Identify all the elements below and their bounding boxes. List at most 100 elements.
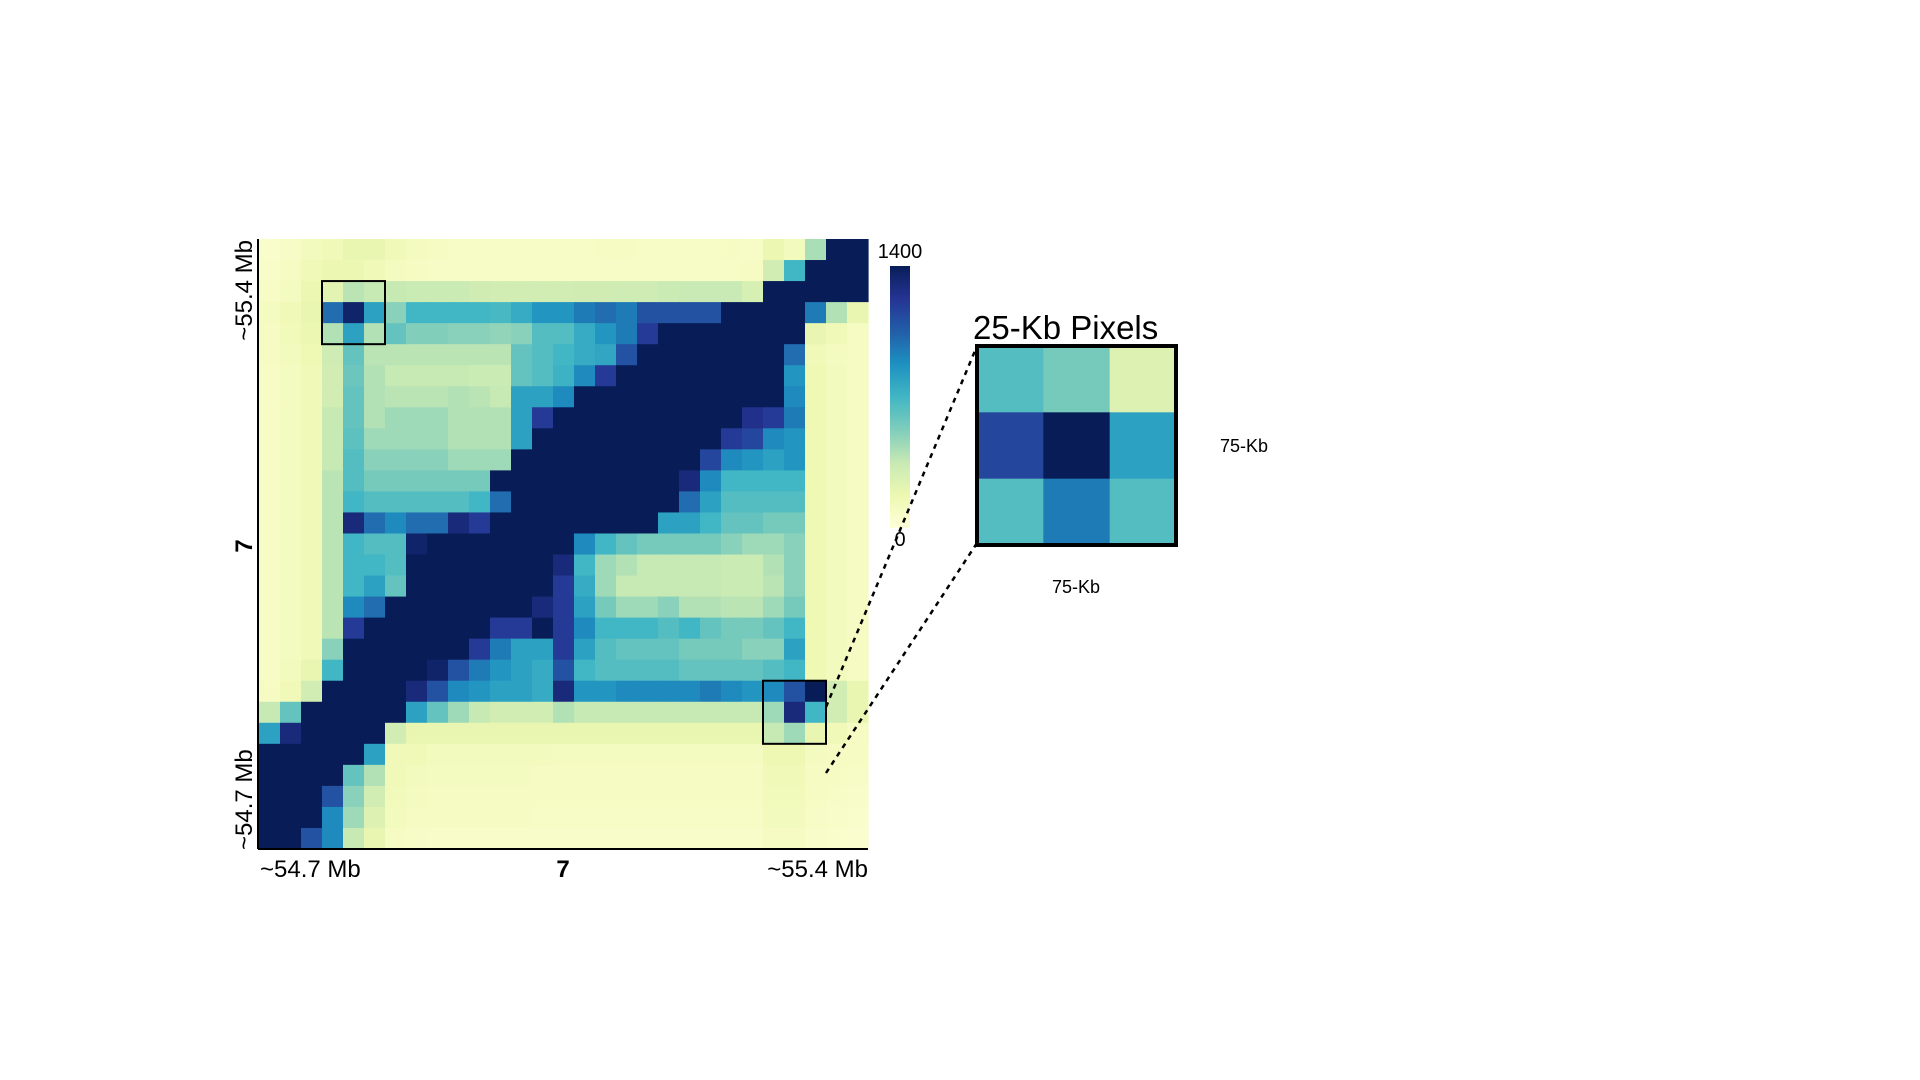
- heatmap-cell: [427, 239, 449, 261]
- heatmap-cell: [280, 512, 302, 535]
- heatmap-cell: [385, 806, 407, 829]
- heatmap-cell: [385, 575, 407, 598]
- heatmap-cell: [343, 743, 365, 766]
- heatmap-cell: [637, 806, 659, 829]
- heatmap-cell: [532, 239, 554, 261]
- heatmap-cell: [511, 827, 533, 850]
- heatmap-cell: [301, 680, 323, 703]
- heatmap-cell: [532, 386, 554, 408]
- heatmap-cell: [385, 407, 407, 429]
- heatmap-cell: [763, 638, 785, 661]
- heatmap-cell: [364, 239, 386, 261]
- heatmap-cell: [490, 806, 512, 829]
- heatmap-cell: [385, 344, 407, 366]
- heatmap-cell: [322, 827, 344, 850]
- heatmap-cell: [847, 260, 869, 282]
- heatmap-cell: [553, 785, 575, 808]
- heatmap-cell: [553, 491, 575, 514]
- heatmap-cell: [637, 575, 659, 598]
- heatmap-cell: [721, 386, 743, 408]
- heatmap-cell: [721, 596, 743, 619]
- heatmap-cell: [406, 344, 428, 366]
- heatmap-cell: [826, 638, 848, 661]
- heatmap-cell: [763, 449, 785, 471]
- heatmap-cell: [826, 260, 848, 282]
- heatmap-cell: [742, 596, 764, 619]
- heatmap-cell: [301, 344, 323, 366]
- heatmap-cell: [595, 533, 617, 556]
- heatmap-cell: [364, 260, 386, 282]
- heatmap-cell: [700, 722, 722, 745]
- heatmap-cell: [406, 260, 428, 282]
- heatmap-cell: [385, 470, 407, 493]
- heatmap-cell: [637, 554, 659, 577]
- heatmap-cell: [490, 785, 512, 808]
- heatmap-cell: [259, 617, 281, 640]
- heatmap-cell: [490, 491, 512, 514]
- heatmap-cell: [700, 344, 722, 366]
- heatmap-cell: [469, 533, 491, 556]
- heatmap-cell: [490, 470, 512, 493]
- heatmap-cell: [301, 491, 323, 514]
- heatmap-cell: [616, 470, 638, 493]
- heatmap-cell: [343, 806, 365, 829]
- heatmap-cell: [469, 638, 491, 661]
- heatmap-cell: [784, 806, 806, 829]
- heatmap-cell: [679, 617, 701, 640]
- inset-border: [975, 344, 1178, 547]
- heatmap-cell: [427, 323, 449, 345]
- heatmap-cell: [637, 407, 659, 429]
- heatmap-cell: [679, 701, 701, 724]
- heatmap-cell: [511, 491, 533, 514]
- heatmap-cell: [721, 827, 743, 850]
- heatmap-cell: [469, 386, 491, 408]
- heatmap-cell: [259, 722, 281, 745]
- heatmap-cell: [469, 743, 491, 766]
- heatmap-cell: [427, 533, 449, 556]
- heatmap-cell: [721, 365, 743, 387]
- heatmap-cell: [469, 260, 491, 282]
- heatmap-cell: [658, 260, 680, 282]
- heatmap-cell: [616, 428, 638, 450]
- heatmap-cell: [553, 260, 575, 282]
- inset-heatmap: [977, 346, 1177, 546]
- heatmap-cell: [301, 638, 323, 661]
- heatmap-cell: [385, 659, 407, 682]
- heatmap-cell: [343, 470, 365, 493]
- heatmap-cell: [679, 344, 701, 366]
- heatmap-cell: [700, 407, 722, 429]
- heatmap-cell: [259, 512, 281, 535]
- heatmap-cell: [700, 806, 722, 829]
- heatmap-cell: [532, 281, 554, 303]
- heatmap-cell: [511, 407, 533, 429]
- heatmap-cell: [469, 428, 491, 450]
- heatmap-cell: [343, 722, 365, 745]
- heatmap-cell: [784, 302, 806, 324]
- heatmap-cell: [364, 638, 386, 661]
- heatmap-cell: [616, 491, 638, 514]
- heatmap-cell: [595, 302, 617, 324]
- heatmap-cell: [721, 743, 743, 766]
- heatmap-cell: [595, 428, 617, 450]
- heatmap-cell: [679, 764, 701, 787]
- heatmap-cell: [679, 743, 701, 766]
- heatmap-cell: [511, 659, 533, 682]
- heatmap-cell: [700, 281, 722, 303]
- heatmap-cell: [427, 281, 449, 303]
- heatmap-cell: [553, 575, 575, 598]
- heatmap-cell: [448, 827, 470, 850]
- heatmap-cell: [511, 638, 533, 661]
- heatmap-cell: [553, 533, 575, 556]
- heatmap-cell: [826, 428, 848, 450]
- heatmap-cell: [280, 407, 302, 429]
- heatmap-cell: [301, 617, 323, 640]
- heatmap-cell: [406, 449, 428, 471]
- heatmap-cell: [742, 554, 764, 577]
- heatmap-cell: [574, 407, 596, 429]
- y-tick-label-bottom: ~54.7 Mb: [231, 749, 258, 850]
- heatmap-cell: [448, 281, 470, 303]
- heatmap-cell: [490, 449, 512, 471]
- heatmap-cell: [406, 491, 428, 514]
- heatmap-cell: [847, 722, 869, 745]
- heatmap-cell: [784, 239, 806, 261]
